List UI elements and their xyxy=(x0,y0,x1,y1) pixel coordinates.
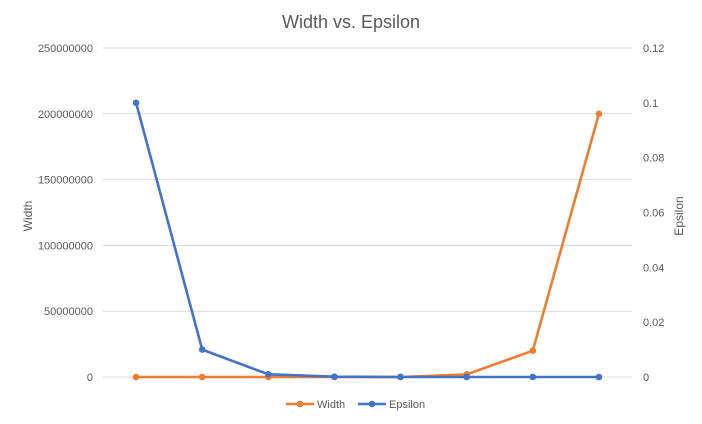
legend-label-width: Width xyxy=(317,399,345,411)
legend-marker-epsilon xyxy=(368,400,376,408)
left-tick-label: 150000000 xyxy=(38,175,93,187)
chart-title: Width vs. Epsilon xyxy=(282,12,420,32)
data-point-epsilon xyxy=(397,373,404,381)
data-point-epsilon xyxy=(132,99,140,107)
right-tick-label: 0.08 xyxy=(643,153,664,165)
right-tick-label: 0.02 xyxy=(643,317,664,329)
data-point-epsilon xyxy=(331,373,338,381)
left-tick-label: 200000000 xyxy=(38,109,93,121)
data-point-epsilon xyxy=(529,373,537,381)
data-point-epsilon xyxy=(463,373,470,381)
right-tick-label: 0.1 xyxy=(643,98,658,110)
left-tick-label: 0 xyxy=(87,372,93,384)
series-line-epsilon xyxy=(134,101,601,379)
data-point-epsilon xyxy=(595,373,603,381)
right-tick-label: 0.04 xyxy=(643,262,664,274)
data-point-width xyxy=(529,347,537,354)
left-axis-ticks: 0 50000000 100000000 150000000 200000000 2500… xyxy=(38,43,93,384)
data-point-width xyxy=(132,373,140,381)
right-axis-title: Epsilon xyxy=(672,196,686,235)
left-tick-label: 250000000 xyxy=(38,43,93,55)
data-point-epsilon xyxy=(265,370,272,378)
left-tick-label: 100000000 xyxy=(38,240,93,252)
legend-label-epsilon: Epsilon xyxy=(389,399,425,411)
left-axis-title: Width xyxy=(21,201,35,232)
right-tick-label: 0 xyxy=(643,372,649,384)
right-axis-ticks: 0 0.02 0.04 0.06 0.08 0.1 0.12 xyxy=(643,43,664,384)
right-tick-label: 0.06 xyxy=(643,208,664,220)
data-point-width xyxy=(595,110,603,118)
right-tick-label: 0.12 xyxy=(643,43,664,55)
legend: Width Epsilon xyxy=(286,399,425,411)
series-layer xyxy=(132,99,603,381)
data-point-width xyxy=(198,373,206,381)
left-tick-label: 50000000 xyxy=(44,306,93,318)
data-point-epsilon xyxy=(198,346,206,353)
legend-marker-width xyxy=(296,400,304,408)
